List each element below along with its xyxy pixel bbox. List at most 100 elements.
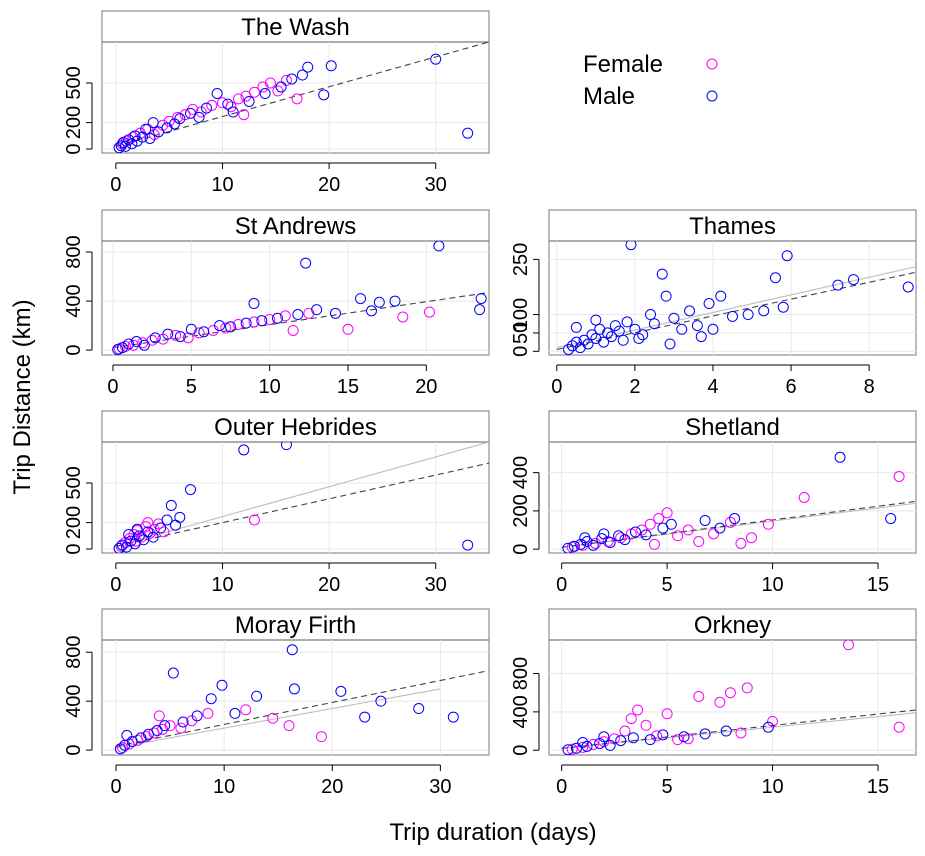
point-male [155, 522, 167, 534]
point-female [644, 518, 656, 530]
point-female [661, 507, 673, 519]
point-male [619, 534, 631, 546]
point-male [112, 343, 124, 355]
point-male [300, 257, 312, 269]
fit-line-dashed [115, 462, 489, 547]
point-male [621, 316, 633, 328]
point-female [128, 529, 140, 540]
point-female [745, 532, 757, 544]
panel-moray-firth: Moray Firth 0 400 800 0 10 20 30 [63, 608, 490, 798]
x-tick-label: 0 [110, 574, 121, 596]
point-male [582, 338, 594, 350]
point-male [613, 530, 625, 542]
point-male [286, 73, 298, 85]
point-male [365, 305, 377, 317]
point-female [798, 492, 810, 503]
point-male [280, 442, 292, 451]
point-male [703, 298, 715, 310]
point-female [741, 682, 753, 694]
point-male [205, 693, 217, 705]
point-female [735, 537, 747, 549]
point-female [672, 530, 684, 542]
legend-label-female: Female [583, 51, 663, 78]
y-tick-label: 500 [63, 66, 85, 99]
point-male [165, 499, 177, 511]
point-male [562, 542, 574, 553]
point-male [296, 69, 308, 81]
point-male [227, 106, 239, 118]
point-female [714, 696, 726, 708]
point-male [243, 95, 255, 107]
x-axis: 0 10 20 30 [110, 764, 451, 798]
point-male [413, 703, 425, 715]
point-male [563, 343, 575, 355]
point-male [781, 250, 793, 262]
x-tick-label: 15 [867, 776, 889, 798]
point-male [474, 304, 486, 316]
point-male [430, 53, 442, 65]
point-female [202, 707, 214, 719]
y-tick-label: 0 [510, 544, 532, 555]
point-male [121, 729, 133, 741]
point-male [447, 711, 459, 723]
point-male [617, 334, 629, 346]
point-male [902, 281, 914, 293]
x-tick-label: 6 [786, 376, 797, 398]
y-tick-label: 0 [63, 143, 85, 154]
point-female [264, 313, 276, 325]
point-female [146, 334, 158, 346]
x-tick-label: 10 [213, 776, 235, 798]
panel-title: Moray Firth [235, 612, 356, 639]
panel-frame [101, 410, 490, 554]
point-male [129, 130, 141, 142]
x-axis: 0 10 20 30 [110, 562, 447, 596]
x-axis: 0 2 4 6 8 [551, 364, 875, 398]
panel-the-wash: The Wash 0 200 500 0 10 20 30 [63, 10, 490, 196]
point-male [240, 317, 252, 329]
x-tick-label: 5 [186, 376, 197, 398]
point-female [625, 713, 637, 725]
point-male [119, 140, 131, 152]
point-male [834, 451, 846, 463]
point-female [661, 708, 673, 720]
point-male [137, 131, 149, 143]
point-female [164, 720, 176, 732]
panel-frame [548, 410, 917, 554]
point-female [893, 470, 905, 482]
point-male [373, 296, 385, 308]
point-male [238, 444, 250, 456]
point-male [629, 526, 641, 538]
x-tick-label: 0 [556, 574, 567, 596]
point-male [475, 293, 487, 305]
point-female [619, 725, 631, 737]
point-female [762, 518, 774, 530]
x-tick-label: 0 [556, 776, 567, 798]
point-male [660, 290, 672, 302]
x-tick-label: 20 [318, 174, 340, 196]
panel-shetland: Shetland 0 200 400 0 5 10 15 [510, 410, 917, 596]
y-tick-label: 400 [510, 456, 532, 489]
point-male [714, 522, 726, 534]
x-axis: 0 10 20 30 [110, 162, 447, 196]
fit-line-solid [556, 266, 916, 349]
panel-orkney: Orkney 0 400 800 0 5 10 15 [510, 608, 917, 798]
x-tick-label: 4 [707, 376, 718, 398]
panel-frame [101, 209, 490, 356]
point-male [668, 312, 680, 324]
point-male [193, 111, 205, 123]
legend-marker-male [706, 90, 718, 102]
point-female [115, 540, 127, 552]
point-female [423, 306, 435, 318]
point-male [699, 514, 711, 526]
point-female [158, 526, 170, 538]
point-male [288, 683, 300, 695]
point-male [144, 132, 156, 144]
y-tick-label: 0 [510, 346, 532, 357]
x-tick-label: 10 [211, 574, 233, 596]
point-female [172, 111, 184, 123]
point-female [240, 704, 252, 716]
point-male [570, 336, 582, 348]
x-axis: 0 5 10 15 [556, 562, 889, 596]
point-male [259, 88, 271, 100]
point-male [131, 523, 143, 535]
